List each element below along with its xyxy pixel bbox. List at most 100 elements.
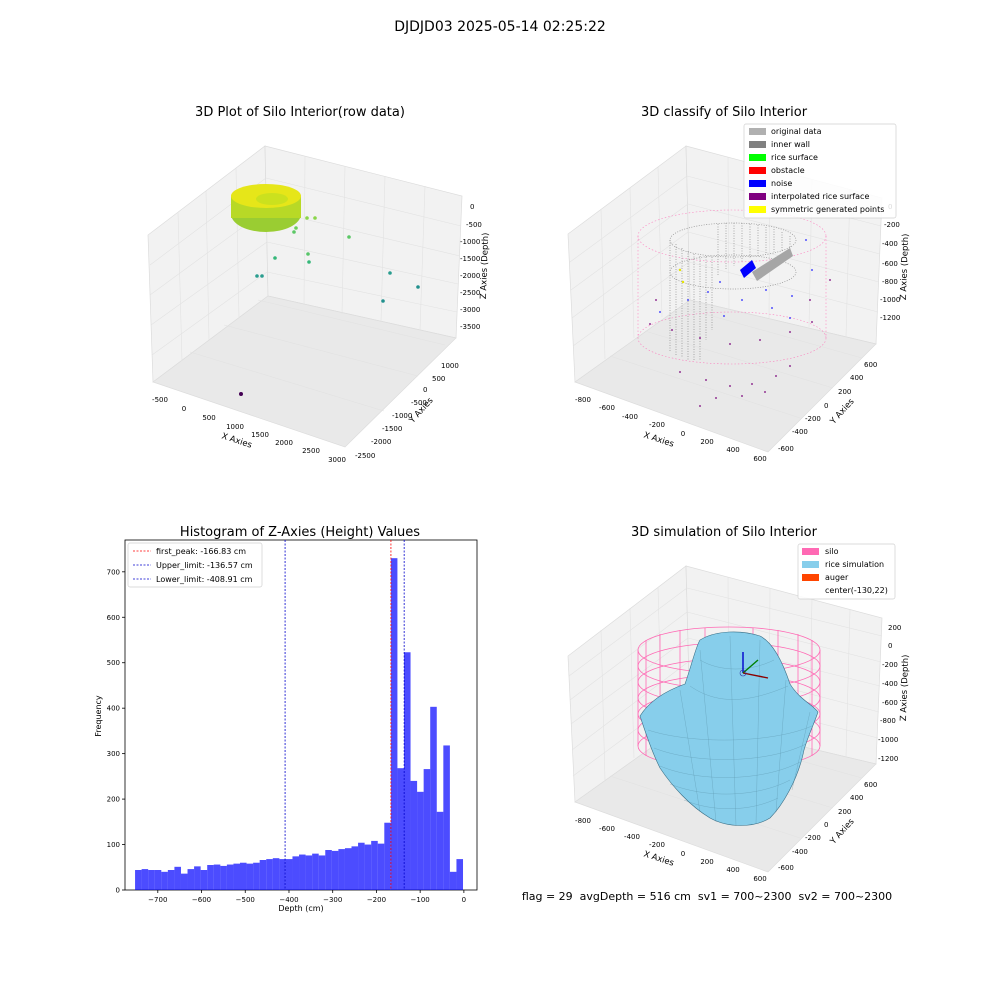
histogram-bar: [436, 811, 444, 890]
chart-ylabel: Frequency: [94, 695, 103, 737]
simulation-xtick: -800: [575, 817, 591, 825]
histogram-xticks: −700 −600 −500 −400 −300 −200 −100 0: [148, 890, 466, 904]
simulation-ytick: 0: [824, 821, 828, 829]
simulation-ytick: 400: [850, 794, 863, 802]
simulation-zlabel: Z Axies (Depth): [899, 654, 911, 721]
histogram-ytick-label: 0: [116, 887, 120, 895]
classify-ztick: -400: [882, 240, 898, 248]
classify-xtick: -800: [575, 396, 591, 404]
histogram-bar: [305, 855, 313, 890]
panel-raw-title: 3D Plot of Silo Interior(row data): [195, 105, 405, 120]
histogram-xtick-label: −500: [236, 896, 255, 904]
classify-xtick: 0: [681, 430, 685, 438]
histogram-bar: [167, 870, 175, 890]
legend-label: Upper_limit: -136.57 cm: [156, 561, 253, 570]
raw-xtick: 1500: [251, 431, 269, 439]
raw-point: [313, 216, 317, 220]
simulation-ylabel: Y Axies: [828, 816, 857, 847]
classify-ytick: 200: [838, 388, 851, 396]
classify-xtick: -200: [649, 421, 665, 429]
histogram-bar: [285, 859, 293, 890]
raw-ztick: -1000: [460, 238, 480, 246]
legend-swatch: [749, 128, 766, 135]
histogram-bar: [318, 855, 326, 890]
raw-point: [292, 230, 296, 234]
histogram-bar: [292, 856, 300, 890]
legend-label: auger: [825, 573, 849, 582]
simulation-xtick: -400: [624, 833, 640, 841]
histogram-bar: [200, 870, 208, 890]
histogram-bar: [279, 859, 286, 890]
simulation-legend: silo rice simulation auger center(-130,2…: [797, 543, 896, 600]
histogram-bar: [266, 859, 273, 890]
raw-point: [381, 299, 385, 303]
raw-zlabel: Z Axies (Depth): [479, 232, 491, 299]
legend-label: Lower_limit: -408.91 cm: [156, 575, 253, 584]
raw-point: [347, 235, 351, 239]
legend-label: first_peak: -166.83 cm: [156, 547, 246, 556]
panel-classify-title: 3D classify of Silo Interior: [641, 105, 808, 120]
histogram-bar: [207, 865, 214, 890]
simulation-ytick-labels: 600 400 200 0 -200 -400 -600: [778, 781, 877, 872]
simulation-ztick: -800: [880, 717, 896, 725]
legend-label: interpolated rice surface: [771, 192, 869, 201]
simulation-ytick: 200: [838, 808, 851, 816]
histogram-bar: [397, 768, 404, 890]
raw-ytick: 500: [432, 375, 445, 383]
histogram-bar: [377, 843, 385, 890]
raw-ytick: -500: [411, 399, 427, 407]
raw-ztick-labels: 0 -500 -1000 -1500 -2000 -2500 -3000 -35…: [460, 203, 482, 331]
histogram-bar: [253, 862, 260, 890]
raw-ztick: -2000: [460, 272, 480, 280]
classify-legend-frame: [743, 123, 897, 219]
chart-title: Histogram of Z-Axies (Height) Values: [180, 525, 420, 540]
legend-swatch: [749, 167, 766, 174]
histogram-bar: [135, 870, 142, 890]
raw-ztick: 0: [470, 203, 474, 211]
histogram-bar: [233, 863, 240, 890]
simulation-xtick: 400: [726, 866, 739, 874]
classify-legend: original data inner wall rice surface ob…: [743, 123, 897, 219]
raw-ytick: -2500: [355, 452, 375, 460]
simulation-ztick-labels: 200 0 -200 -400 -600 -800 -1000 -1200: [878, 624, 901, 763]
simulation-xlabel: X Axies: [642, 849, 675, 868]
histogram-bar: [148, 870, 155, 890]
raw-ytick: 0: [423, 386, 427, 394]
raw-xtick: 0: [182, 405, 186, 413]
classify-ylabel: Y Axies: [828, 396, 857, 427]
legend-swatch: [749, 206, 766, 213]
raw-xtick: 2500: [302, 447, 320, 455]
legend-label: symmetric generated points: [771, 205, 884, 214]
raw-point: [307, 260, 311, 264]
classify-cluster-noise: [740, 260, 756, 278]
histogram-bar: [174, 866, 181, 890]
raw-ztick: -1500: [460, 255, 480, 263]
histogram-bar: [325, 850, 332, 890]
classify-ztick: -1200: [880, 314, 900, 322]
histogram-xtick-label: −300: [323, 896, 342, 904]
simulation-legend-frame: [797, 543, 896, 600]
classify-ytick: -600: [778, 445, 794, 453]
histogram-bar: [141, 869, 149, 890]
simulation-ytick: -200: [805, 834, 821, 842]
simulation-ytick: -400: [792, 848, 808, 856]
legend-label: rice surface: [771, 153, 818, 162]
simulation-ztick: -600: [882, 699, 898, 707]
classify-ztick: -800: [882, 278, 898, 286]
panel-histogram: Histogram of Z-Axies (Height) Values −70…: [94, 525, 478, 913]
simulation-ytick: 600: [864, 781, 877, 789]
histogram-bar: [213, 864, 221, 890]
histogram-xtick-label: −400: [279, 896, 298, 904]
classify-cluster-gray: [752, 248, 793, 281]
histogram-ytick-label: 200: [107, 796, 120, 804]
legend-swatch: [802, 548, 819, 555]
raw-point-cloud: [231, 184, 420, 396]
histogram-bar: [417, 791, 424, 890]
raw-point: [255, 274, 259, 278]
histogram-ytick-label: 300: [107, 750, 120, 758]
raw-cylinder-hole: [256, 193, 288, 205]
simulation-footer-stats: flag = 29 avgDepth = 516 cm sv1 = 700~23…: [522, 890, 892, 903]
classify-silo-wireframe: [637, 209, 827, 365]
histogram-bar: [161, 871, 168, 890]
